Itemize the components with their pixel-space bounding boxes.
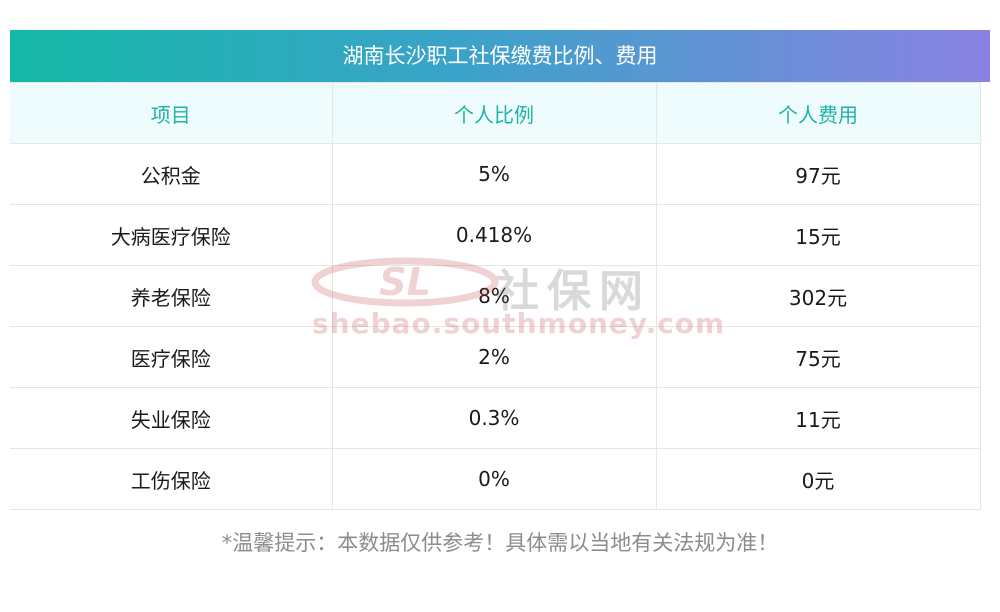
cell-ratio: 0.3% <box>331 387 657 449</box>
table-header-row: 项目 个人比例 个人费用 <box>10 82 981 144</box>
cell-item: 养老保险 <box>10 265 333 327</box>
cell-cost: 15元 <box>655 204 981 266</box>
cell-item: 工伤保险 <box>10 448 333 510</box>
cell-ratio: 5% <box>331 143 657 205</box>
cell-cost: 0元 <box>655 448 981 510</box>
cell-cost: 11元 <box>655 387 981 449</box>
table-row: 医疗保险 2% 75元 <box>10 326 981 388</box>
cell-ratio: 0.418% <box>331 204 657 266</box>
cell-ratio: 2% <box>331 326 657 388</box>
cell-cost: 97元 <box>655 143 981 205</box>
cell-item: 失业保险 <box>10 387 333 449</box>
column-header-cost: 个人费用 <box>655 82 981 144</box>
cell-item: 大病医疗保险 <box>10 204 333 266</box>
table-row: 失业保险 0.3% 11元 <box>10 387 981 449</box>
column-header-ratio: 个人比例 <box>331 82 657 144</box>
table-row: 公积金 5% 97元 <box>10 143 981 205</box>
cell-item: 医疗保险 <box>10 326 333 388</box>
table-title: 湖南长沙职工社保缴费比例、费用 <box>10 30 990 82</box>
cell-ratio: 0% <box>331 448 657 510</box>
disclaimer-tip: *温馨提示：本数据仅供参考！具体需以当地有关法规为准！ <box>221 531 779 555</box>
cell-item: 公积金 <box>10 143 333 205</box>
cell-ratio: 8% <box>331 265 657 327</box>
cell-cost: 75元 <box>655 326 981 388</box>
column-header-item: 项目 <box>10 82 333 144</box>
insurance-table: 项目 个人比例 个人费用 公积金 5% 97元 大病医疗保险 0.418% 15… <box>10 82 981 510</box>
cell-cost: 302元 <box>655 265 981 327</box>
table-row: 工伤保险 0% 0元 <box>10 448 981 510</box>
table-row: 大病医疗保险 0.418% 15元 <box>10 204 981 266</box>
table-row: 养老保险 8% 302元 <box>10 265 981 327</box>
insurance-table-card: 湖南长沙职工社保缴费比例、费用 项目 个人比例 个人费用 公积金 5% 97元 … <box>10 30 990 510</box>
